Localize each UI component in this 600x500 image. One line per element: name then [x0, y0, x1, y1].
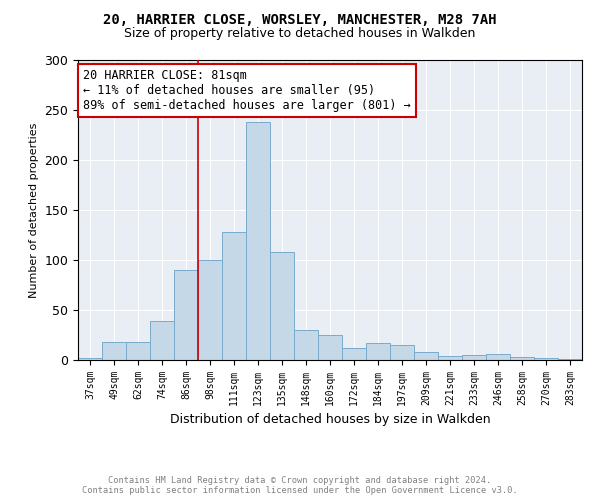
Bar [150, 321, 174, 360]
Bar [78, 358, 102, 360]
Text: 20 HARRIER CLOSE: 81sqm
← 11% of detached houses are smaller (95)
89% of semi-de: 20 HARRIER CLOSE: 81sqm ← 11% of detache… [83, 69, 411, 112]
Bar [198, 260, 222, 360]
Bar [294, 330, 318, 360]
Text: Contains HM Land Registry data © Crown copyright and database right 2024.
Contai: Contains HM Land Registry data © Crown c… [82, 476, 518, 495]
Bar [390, 345, 414, 360]
Y-axis label: Number of detached properties: Number of detached properties [29, 122, 39, 298]
Bar [246, 122, 270, 360]
Bar [510, 357, 534, 360]
Bar [270, 252, 294, 360]
Bar [414, 352, 438, 360]
Bar [486, 354, 510, 360]
Text: 20, HARRIER CLOSE, WORSLEY, MANCHESTER, M28 7AH: 20, HARRIER CLOSE, WORSLEY, MANCHESTER, … [103, 12, 497, 26]
Bar [126, 342, 150, 360]
Bar [342, 348, 366, 360]
Bar [174, 270, 198, 360]
Bar [534, 358, 558, 360]
Bar [318, 335, 342, 360]
Bar [462, 355, 486, 360]
X-axis label: Distribution of detached houses by size in Walkden: Distribution of detached houses by size … [170, 414, 490, 426]
Bar [102, 342, 126, 360]
Bar [558, 359, 582, 360]
Bar [438, 356, 462, 360]
Bar [366, 343, 390, 360]
Bar [222, 232, 246, 360]
Text: Size of property relative to detached houses in Walkden: Size of property relative to detached ho… [124, 28, 476, 40]
